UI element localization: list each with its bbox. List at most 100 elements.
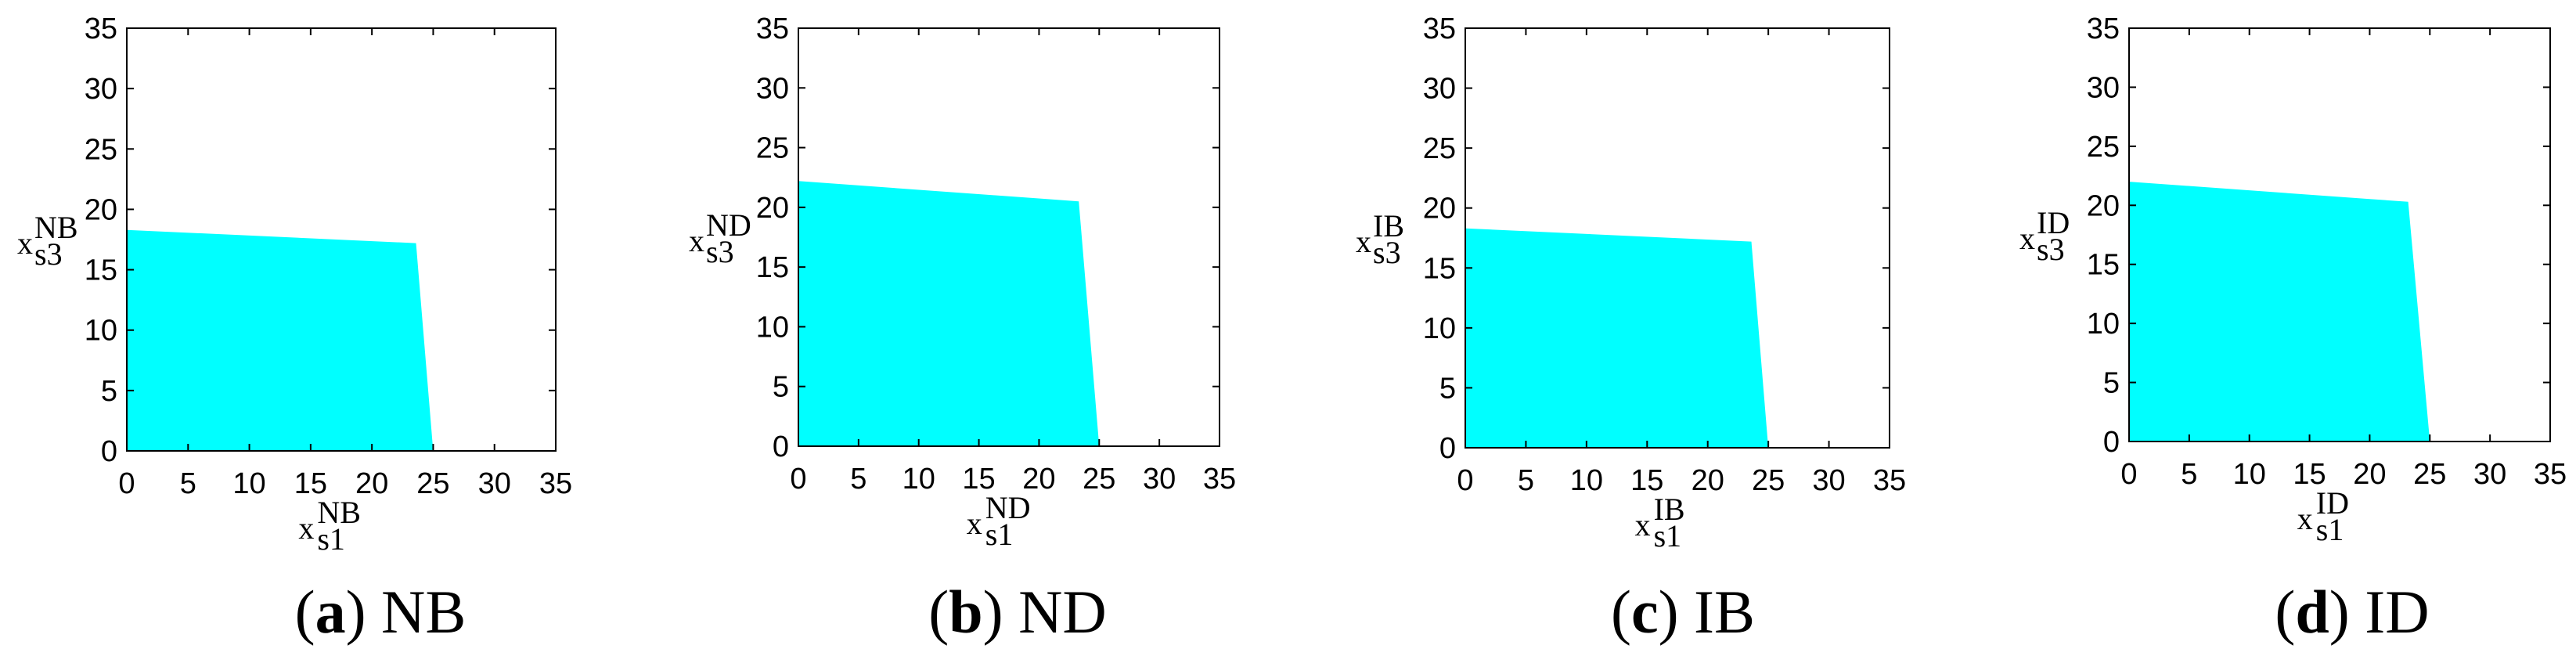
y-tick-label: 5 [773,371,789,404]
y-tick-label: 5 [101,375,117,408]
x-axis-label: x [967,506,982,541]
y-tick-label: 15 [756,251,789,284]
y-axis-label: x [1356,224,1371,259]
x-tick-label: 15 [1630,464,1663,497]
x-tick-label: 10 [903,463,935,496]
x-tick-label: 20 [1022,463,1055,496]
feasible-region [1465,228,1769,448]
x-tick-label: 10 [232,467,265,500]
x-tick-label: 30 [2473,458,2506,491]
feasible-region [127,229,434,451]
y-tick-label: 20 [756,192,789,225]
y-axis-label: x [2019,221,2035,256]
x-tick-label: 10 [1570,464,1603,497]
x-axis-label: x [298,510,314,546]
y-tick-label: 10 [2087,308,2120,341]
caption-letter: c [1631,578,1659,646]
panel-caption: (a) NB [295,578,467,646]
caption-text: NB [381,578,466,646]
x-axis-label-sup: NB [317,495,361,530]
y-tick-label: 15 [85,254,117,287]
x-tick-label: 35 [2534,458,2567,491]
x-tick-label: 35 [1873,464,1906,497]
y-tick-label: 0 [773,431,789,463]
plot-frame [2128,27,2551,442]
plot-frame [1465,27,1890,449]
y-tick-label: 10 [1423,312,1456,345]
y-tick-label: 10 [85,315,117,348]
panel-caption: (c) IB [1611,578,1755,646]
y-tick-label: 0 [1439,432,1456,465]
y-tick-label: 35 [85,13,117,45]
y-tick-label: 20 [85,193,117,226]
x-tick-label: 25 [2413,458,2446,491]
x-axis-label: x [2297,501,2313,536]
y-axis-label-sub: s3 [706,234,734,269]
x-axis-label-sub: s1 [985,517,1014,552]
x-axis-label-sub: s1 [317,521,345,557]
y-tick-label: 25 [1423,132,1456,165]
y-tick-label: 5 [2103,367,2120,400]
y-tick-label: 0 [101,435,117,468]
y-tick-label: 15 [2087,249,2120,282]
x-tick-label: 0 [790,463,806,496]
caption-text: IB [1694,578,1755,646]
x-tick-label: 20 [355,467,388,500]
y-tick-label: 20 [2087,189,2120,222]
y-tick-label: 5 [1439,372,1456,405]
y-axis-label-sup: NB [34,210,78,245]
caption-text: ID [2365,578,2429,646]
y-tick-label: 0 [2103,426,2120,459]
x-tick-label: 15 [2293,458,2326,491]
y-tick-label: 15 [1423,252,1456,285]
caption-text: ND [1018,578,1107,646]
y-tick-label: 30 [1423,73,1456,106]
feasible-region [798,181,1100,447]
y-tick-label: 30 [756,72,789,105]
y-tick-label: 35 [756,13,789,45]
y-tick-label: 30 [2087,71,2120,104]
y-axis-label-sub: s3 [1373,235,1401,270]
feasible-region [2129,182,2430,442]
x-axis-label-sub: s1 [2316,512,2344,547]
x-tick-label: 20 [2353,458,2386,491]
x-tick-label: 35 [1203,463,1236,496]
y-axis-label-sup: ND [706,207,751,243]
caption-letter: b [949,578,982,646]
x-axis-label: x [1635,507,1651,542]
y-tick-label: 25 [85,133,117,166]
y-tick-label: 20 [1423,193,1456,225]
x-tick-label: 10 [2233,458,2266,491]
y-tick-label: 25 [756,132,789,165]
x-tick-label: 30 [1812,464,1845,497]
plot-frame [126,27,557,452]
y-axis-label-sub: s3 [2037,232,2065,267]
y-axis-label: x [17,225,33,261]
x-tick-label: 15 [962,463,995,496]
x-tick-label: 5 [1518,464,1534,497]
y-axis-label-sub: s3 [34,236,63,272]
x-tick-label: 5 [2181,458,2197,491]
y-tick-label: 25 [2087,131,2120,164]
x-tick-label: 25 [416,467,449,500]
x-tick-label: 0 [2120,458,2137,491]
y-axis-label-sup: IB [1373,208,1404,243]
plot-frame [798,27,1220,447]
y-tick-label: 35 [2087,13,2120,45]
x-tick-label: 15 [294,467,327,500]
y-tick-label: 35 [1423,13,1456,45]
x-tick-label: 20 [1692,464,1724,497]
x-axis-label-sup: ND [985,490,1031,525]
x-tick-label: 25 [1752,464,1785,497]
x-axis-label-sup: IB [1654,492,1685,527]
panel-caption: (b) ND [928,578,1107,646]
x-axis-label-sub: s1 [1654,518,1682,553]
x-tick-label: 5 [180,467,196,500]
x-tick-label: 30 [478,467,511,500]
panel-caption: (d) ID [2275,578,2429,646]
caption-letter: a [315,578,346,646]
